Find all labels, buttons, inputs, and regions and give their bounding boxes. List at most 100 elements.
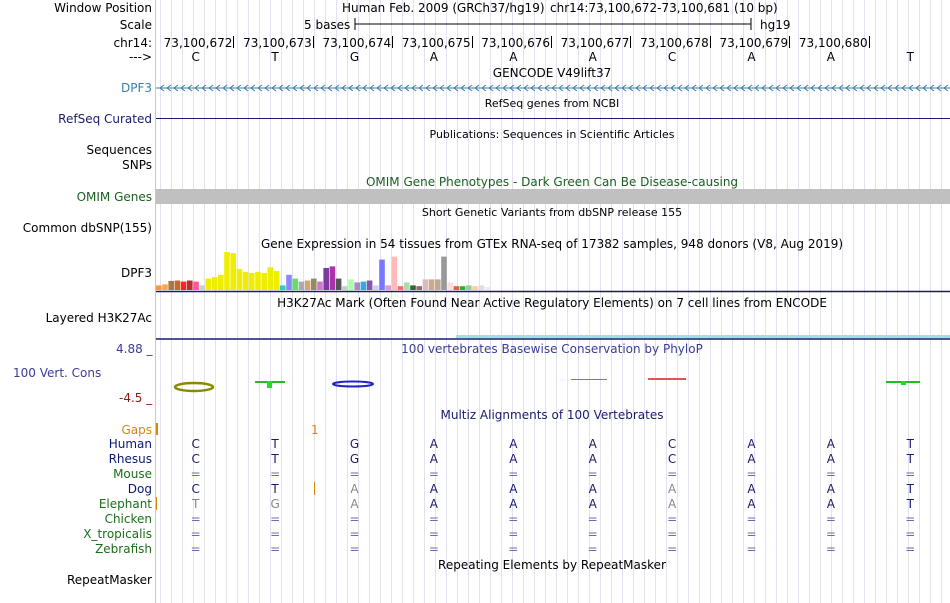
- repeatmasker-track-title[interactable]: Repeating Elements by RepeatMasker: [438, 558, 666, 572]
- species-label[interactable]: Mouse: [113, 467, 152, 481]
- gtex-tissue-bar: [379, 259, 385, 290]
- alignment-base: =: [190, 527, 201, 541]
- gencode-track-label[interactable]: DPF3: [120, 81, 152, 95]
- refseq-track-title[interactable]: RefSeq genes from NCBI: [484, 97, 620, 110]
- alignment-base: =: [746, 467, 757, 481]
- elephant-gap-marker: [156, 497, 157, 510]
- alignment-base: A: [747, 437, 756, 451]
- species-label[interactable]: Zebrafish: [95, 542, 152, 556]
- alignment-base: =: [825, 527, 836, 541]
- alignment-base: T: [271, 482, 279, 496]
- coordinate-tick-label: 73,100,677: [560, 36, 630, 50]
- alignment-base: =: [587, 527, 598, 541]
- gtex-tissue-bar: [249, 272, 255, 290]
- phylop-min-label: -4.5 _: [119, 391, 153, 405]
- omim-track-label[interactable]: OMIM Genes: [76, 190, 152, 204]
- publications-track-title[interactable]: Publications: Sequences in Scientific Ar…: [429, 128, 675, 141]
- gtex-tissue-bar: [317, 281, 323, 290]
- multiz-track-title[interactable]: Multiz Alignments of 100 Vertebrates: [440, 408, 664, 422]
- strand-chevron: [166, 84, 172, 92]
- species-label[interactable]: Elephant: [98, 497, 152, 511]
- h3k27ac-track-title[interactable]: H3K27Ac Mark (Often Found Near Active Re…: [277, 296, 827, 310]
- strand-chevron: [768, 84, 774, 92]
- gtex-tissue-bar: [236, 269, 243, 290]
- h3k27ac-track-label[interactable]: Layered H3K27Ac: [45, 311, 152, 325]
- alignment-base: T: [271, 437, 279, 451]
- alignment-base: A: [826, 497, 835, 511]
- strand-chevron: [264, 84, 270, 92]
- dbsnp-track-title[interactable]: Short Genetic Variants from dbSNP releas…: [421, 206, 683, 219]
- omim-feature-bar[interactable]: [156, 189, 950, 204]
- gtex-tissue-bar: [422, 279, 429, 290]
- alignment-base: =: [746, 542, 757, 556]
- alignment-base: =: [349, 542, 360, 556]
- alignment-base: C: [191, 437, 200, 451]
- coordinate-tick-label: 73,100,673: [243, 36, 312, 50]
- phylop-track-label[interactable]: 100 Vert. Cons: [13, 366, 102, 380]
- gap-marker-left: [156, 423, 158, 435]
- strand-chevron: [173, 84, 179, 92]
- species-label[interactable]: Dog: [127, 482, 152, 496]
- strand-chevron: [208, 84, 214, 92]
- gencode-gene-feature[interactable]: [156, 82, 950, 94]
- gtex-tissue-bar: [410, 285, 416, 290]
- alignment-base: =: [746, 512, 757, 526]
- phylop-logo-plot[interactable]: [156, 370, 950, 400]
- chrom-label: chr14:: [113, 36, 152, 50]
- strand-chevron: [544, 84, 550, 92]
- strand-chevron: [320, 84, 326, 92]
- strand-chevron: [523, 84, 529, 92]
- dbsnp-track-label[interactable]: Common dbSNP(155): [22, 221, 152, 235]
- refseq-gene-feature[interactable]: [156, 118, 950, 119]
- gtex-tissue-bar: [193, 281, 199, 290]
- strand-chevron: [719, 84, 725, 92]
- gtex-tissue-bar: [453, 286, 460, 290]
- strand-chevron: [257, 84, 263, 92]
- strand-chevron: [222, 84, 228, 92]
- strand-chevron: [915, 84, 921, 92]
- scale-label: Scale: [119, 18, 152, 32]
- omim-track-title[interactable]: OMIM Gene Phenotypes - Dark Green Can Be…: [365, 175, 739, 189]
- refseq-track-label[interactable]: RefSeq Curated: [58, 112, 152, 126]
- gtex-track-title[interactable]: Gene Expression in 54 tissues from GTEx …: [260, 237, 844, 251]
- species-label[interactable]: Human: [108, 437, 152, 451]
- gtex-tissue-bar: [162, 284, 168, 290]
- gencode-track-title[interactable]: GENCODE V49lift37: [492, 66, 612, 80]
- publications-label-snps[interactable]: SNPs: [122, 158, 152, 172]
- gtex-tissue-bar: [180, 281, 187, 290]
- alignment-base: =: [428, 467, 439, 481]
- strand-chevron: [810, 84, 816, 92]
- strand-chevron: [285, 84, 291, 92]
- species-label[interactable]: X_tropicalis: [83, 527, 152, 541]
- gtex-tissue-bar: [242, 271, 249, 290]
- strand-chevron: [348, 84, 354, 92]
- gaps-value: 1: [311, 423, 319, 437]
- strand-chevron: [355, 84, 361, 92]
- strand-chevron: [579, 84, 585, 92]
- gtex-track-label[interactable]: DPF3: [120, 266, 152, 280]
- strand-chevron: [537, 84, 543, 92]
- strand-chevron: [866, 84, 872, 92]
- reference-base: A: [429, 50, 438, 64]
- species-label[interactable]: Chicken: [104, 512, 152, 526]
- gtex-tissue-bar: [404, 282, 410, 290]
- reference-base: C: [667, 50, 677, 64]
- coordinate-tick-label: 73,100,674: [322, 36, 392, 50]
- publications-label-sequences[interactable]: Sequences: [86, 143, 152, 157]
- dog-gap-marker: [314, 482, 315, 495]
- alignment-base: =: [349, 467, 360, 481]
- coordinate-tick-label: 73,100,676: [481, 36, 550, 50]
- gtex-tissue-bar: [447, 282, 453, 290]
- species-label[interactable]: Rhesus: [108, 452, 152, 466]
- repeatmasker-track-label[interactable]: RepeatMasker: [66, 573, 152, 587]
- gtex-bar-chart[interactable]: [156, 252, 950, 294]
- alignment-base: =: [190, 542, 201, 556]
- strand-chevron: [481, 84, 487, 92]
- gtex-tissue-bar: [267, 267, 274, 290]
- alignment-base: =: [825, 542, 836, 556]
- h3k27ac-signal[interactable]: [156, 330, 950, 342]
- phylop-track-title[interactable]: 100 vertebrates Basewise Conservation by…: [401, 342, 703, 356]
- alignment-base: =: [270, 512, 281, 526]
- alignment-base: A: [350, 497, 359, 511]
- strand-chevron: [922, 84, 928, 92]
